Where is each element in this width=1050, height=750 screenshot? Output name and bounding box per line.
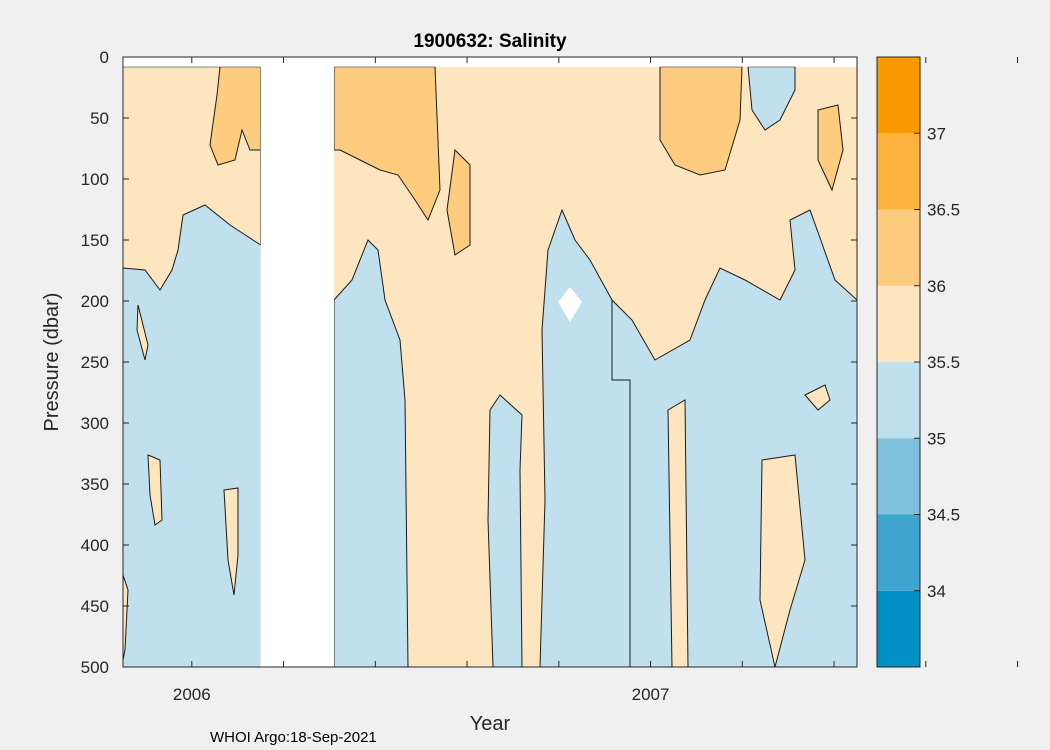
colorbar-swatch-2 [877, 438, 920, 515]
y-tick-label-2: 100 [81, 170, 109, 189]
lens-fresh-mid-2006 [487, 394, 523, 667]
lens-mid-2007-a [667, 399, 689, 667]
y-tick-label-0: 0 [100, 48, 109, 67]
contour-field [123, 57, 857, 667]
colorbar-tick-label-3: 35.5 [927, 353, 960, 372]
colorbar-tick-label-0: 34 [927, 582, 946, 601]
lens-early-2006-d [123, 574, 129, 661]
colorbar-tick-label-6: 37 [927, 124, 946, 143]
y-tick-label-9: 450 [81, 597, 109, 616]
y-tick-label-1: 50 [90, 109, 109, 128]
lens-mid-2007-c [804, 384, 831, 411]
x-axis: 2006 2007 [173, 57, 1019, 704]
y-tick-label-7: 350 [81, 475, 109, 494]
colorbar-swatch-5 [877, 209, 920, 286]
x-axis-label: Year [470, 713, 511, 735]
region-salty-core-early-2006 [209, 66, 262, 166]
colorbar-swatch-4 [877, 285, 920, 362]
colorbar-tick-label-2: 35 [927, 429, 946, 448]
region-salty-2007 [659, 66, 743, 176]
lens-salty-2007 [817, 104, 844, 192]
colorbar-swatch-1 [877, 514, 920, 591]
colorbar-swatch-6 [877, 133, 920, 210]
colorbar-swatch-3 [877, 362, 920, 439]
missing-surface-band [123, 57, 857, 67]
x-tick-label-1: 2007 [632, 685, 670, 704]
y-tick-label-3: 150 [81, 231, 109, 250]
colorbar-swatch-0 [877, 590, 920, 667]
data-gap [260, 57, 335, 667]
colorbar-tick-label-4: 36 [927, 277, 946, 296]
colorbar-tick-label-1: 34.5 [927, 506, 960, 525]
colorbar-swatch-7 [877, 57, 920, 134]
y-tick-label-8: 400 [81, 536, 109, 555]
colorbar-tick-label-5: 36.5 [927, 201, 960, 220]
y-axis-label: Pressure (dbar) [41, 293, 63, 432]
region-fresh-intrusion-2006 [333, 239, 409, 667]
lens-early-2006-a [136, 304, 149, 361]
lens-mid-2007-b [759, 454, 806, 667]
colorbar: 34 34.5 35 35.5 36 36.5 37 [876, 56, 960, 668]
footer-credit: WHOI Argo:18-Sep-2021 [210, 729, 377, 746]
lens-early-2006-c [147, 454, 163, 526]
y-tick-label-10: 500 [81, 658, 109, 677]
y-tick-label-4: 200 [81, 292, 109, 311]
y-tick-label-6: 300 [81, 414, 109, 433]
missing-value-marker [558, 287, 582, 322]
y-tick-label-5: 250 [81, 353, 109, 372]
chart-title: 1900632: Salinity [413, 31, 567, 52]
y-axis: 0 50 100 150 200 250 300 350 400 450 500 [81, 48, 857, 677]
x-tick-label-0: 2006 [173, 685, 211, 704]
region-salty-mid-2006 [333, 66, 441, 222]
lens-early-2006-b [223, 487, 239, 596]
lens-salty-mid-2006 [446, 148, 471, 256]
